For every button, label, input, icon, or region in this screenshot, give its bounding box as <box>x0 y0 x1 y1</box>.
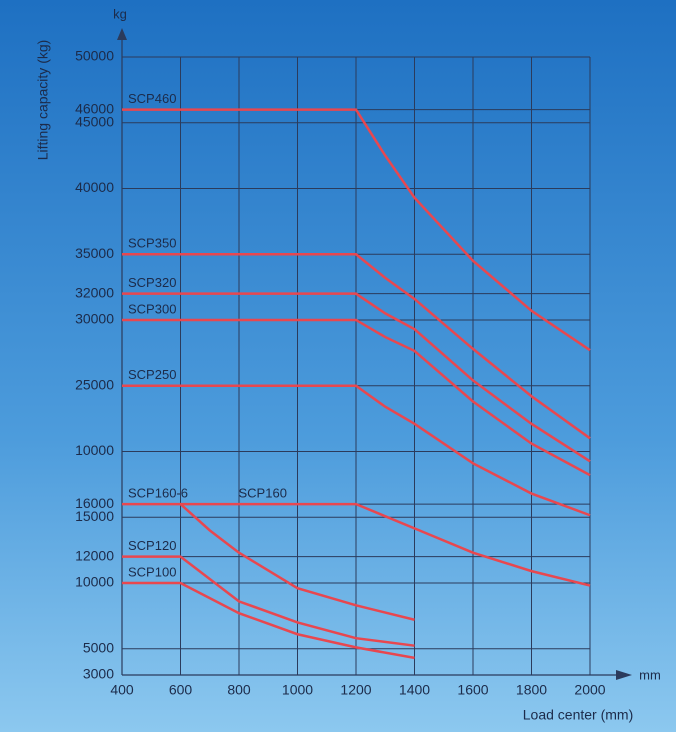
x-tick-label: 600 <box>169 682 193 698</box>
y-tick-label: 45000 <box>75 113 114 129</box>
y-arrow <box>117 28 127 40</box>
y-title: Lifting capacity (kg) <box>35 40 51 161</box>
x-tick-label: 2000 <box>574 682 605 698</box>
series-line <box>180 502 591 587</box>
series-label: SCP460 <box>128 91 176 106</box>
series-label: SCP160-6 <box>128 486 188 501</box>
series-label: SCP320 <box>128 275 176 290</box>
y-tick-label: 35000 <box>75 245 114 261</box>
series-label: SCP120 <box>128 538 176 553</box>
y-tick-label: 10000 <box>75 574 114 590</box>
series-label: SCP100 <box>128 564 176 579</box>
series-line <box>122 555 415 647</box>
y-tick-label: 32000 <box>75 284 114 300</box>
y-tick-label: 30000 <box>75 311 114 327</box>
x-tick-label: 1800 <box>516 682 547 698</box>
y-tick-label: 46000 <box>75 100 114 116</box>
series-label: SCP250 <box>128 367 176 382</box>
x-arrow <box>616 670 632 680</box>
series-line <box>122 252 591 440</box>
series-line <box>122 108 591 352</box>
series-label: SCP350 <box>128 236 176 251</box>
x-tick-label: 1000 <box>282 682 313 698</box>
series-label: SCP160 <box>239 486 287 501</box>
y-unit: kg <box>113 6 127 21</box>
x-tick-label: 1600 <box>457 682 488 698</box>
series-label: SCP300 <box>128 301 176 316</box>
y-tick-label: 15000 <box>75 508 114 524</box>
y-tick-label: 12000 <box>75 547 114 563</box>
y-tick-label: 3000 <box>83 666 114 682</box>
x-tick-label: 1400 <box>399 682 430 698</box>
x-tick-label: 800 <box>227 682 251 698</box>
y-tick-label: 16000 <box>75 495 114 511</box>
series-line <box>122 318 591 477</box>
series-line <box>122 581 415 660</box>
x-tick-label: 1200 <box>340 682 371 698</box>
x-title: Load center (mm) <box>523 707 633 723</box>
y-tick-label: 25000 <box>75 376 114 392</box>
y-tick-label: 10000 <box>75 442 114 458</box>
series-line <box>122 292 591 463</box>
y-tick-label: 5000 <box>83 639 114 655</box>
series-line <box>122 384 591 517</box>
y-tick-label: 40000 <box>75 179 114 195</box>
y-tick-label: 50000 <box>75 48 114 64</box>
x-unit: mm <box>639 667 661 682</box>
x-tick-label: 400 <box>110 682 134 698</box>
